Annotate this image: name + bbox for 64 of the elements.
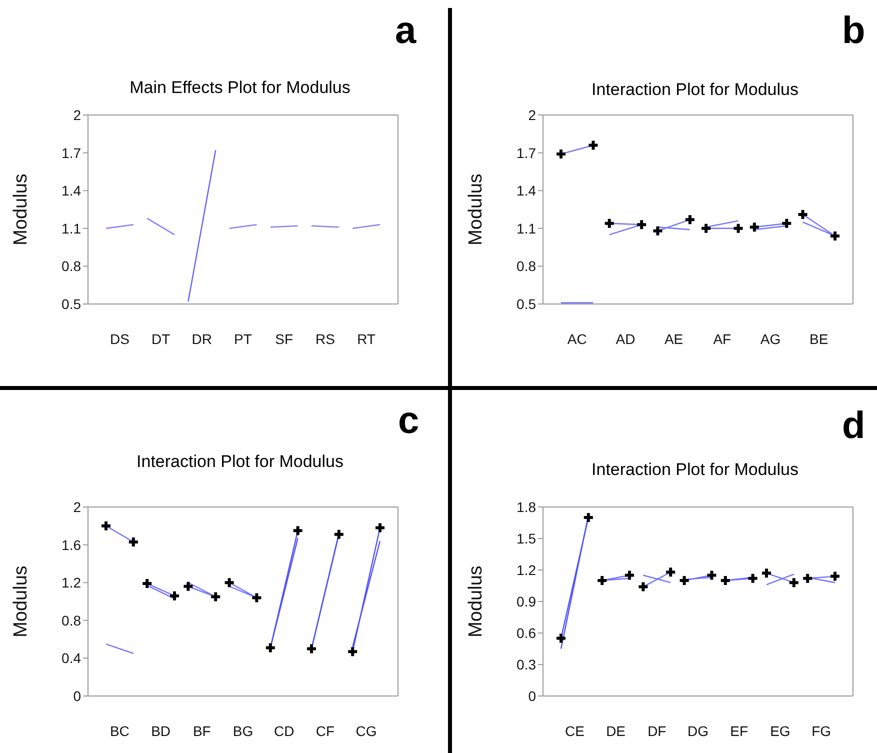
y-tick-label: 0 xyxy=(73,688,82,704)
y-tick-label: 1.7 xyxy=(516,144,536,161)
y-axis-title: Modulus xyxy=(466,174,487,246)
x-tick-label: CD xyxy=(274,722,294,739)
x-tick-label: DT xyxy=(151,330,171,347)
y-tick-label: 0.5 xyxy=(516,296,536,312)
x-tick-label: DS xyxy=(110,330,130,347)
y-axis-title: Modulus xyxy=(10,174,32,246)
text: a xyxy=(395,10,416,53)
y-tick-label: 0.8 xyxy=(516,258,536,274)
x-tick-label: BD xyxy=(151,722,171,739)
y-tick-label: 1.7 xyxy=(62,144,82,161)
x-tick-label: FG xyxy=(812,722,832,739)
x-tick-label: AF xyxy=(713,330,732,347)
text: b xyxy=(842,10,866,53)
y-tick-label: 1.4 xyxy=(516,182,536,199)
x-tick-label: PT xyxy=(234,330,252,347)
x-tick-label: AE xyxy=(664,330,684,347)
y-tick-label: 2 xyxy=(528,106,536,123)
x-tick-label: RT xyxy=(357,330,376,347)
y-axis-title: Modulus xyxy=(466,566,487,638)
y-tick-label: 0 xyxy=(528,688,536,704)
x-tick-label: CE xyxy=(564,722,584,739)
y-tick-label: 1.2 xyxy=(516,562,536,578)
x-tick-label: CF xyxy=(316,722,335,739)
y-tick-label: 1.5 xyxy=(516,530,536,546)
x-tick-label: EG xyxy=(770,722,790,739)
x-tick-label: BE xyxy=(810,330,828,347)
y-tick-label: 0.8 xyxy=(62,612,82,628)
x-tick-label: AD xyxy=(616,330,636,347)
x-tick-label: DG xyxy=(688,722,708,739)
y-tick-label: 0.4 xyxy=(62,650,82,666)
y-tick-label: 1.8 xyxy=(516,498,536,515)
x-tick-label: CG xyxy=(356,722,377,739)
y-tick-label: 1.2 xyxy=(62,574,82,591)
x-tick-label: AC xyxy=(567,330,587,347)
text: d xyxy=(842,405,866,448)
y-tick-label: 1.1 xyxy=(516,220,536,236)
chart-title: Main Effects Plot for Modulus xyxy=(128,78,352,98)
y-axis-title: Modulus xyxy=(10,566,32,638)
x-tick-label: SF xyxy=(275,330,294,347)
text: c xyxy=(398,400,420,443)
chart-title: Interaction Plot for Modulus xyxy=(590,80,800,100)
x-tick-label: BF xyxy=(192,722,211,739)
y-tick-label: 1.4 xyxy=(62,182,82,199)
y-tick-label: 0.6 xyxy=(516,624,536,641)
y-tick-label: 0.9 xyxy=(516,593,536,610)
chart-title: Interaction Plot for Modulus xyxy=(590,460,800,480)
y-tick-label: 2 xyxy=(73,498,82,515)
y-tick-label: 1.1 xyxy=(62,220,82,236)
x-tick-label: EF xyxy=(730,722,748,739)
x-tick-label: BG xyxy=(232,722,254,739)
y-tick-label: 0.8 xyxy=(62,258,82,274)
y-tick-label: 2 xyxy=(73,106,82,123)
x-tick-label: AG xyxy=(760,330,781,347)
x-tick-label: DR xyxy=(192,330,212,347)
y-tick-label: 0.3 xyxy=(516,656,536,672)
x-tick-label: BC xyxy=(110,722,130,739)
x-tick-label: DE xyxy=(606,722,626,739)
x-tick-label: RS xyxy=(315,330,335,347)
y-tick-label: 1.6 xyxy=(62,536,82,553)
x-tick-label: DF xyxy=(648,722,666,739)
chart-title: Interaction Plot for Modulus xyxy=(136,452,344,472)
y-tick-label: 0.5 xyxy=(62,296,82,312)
